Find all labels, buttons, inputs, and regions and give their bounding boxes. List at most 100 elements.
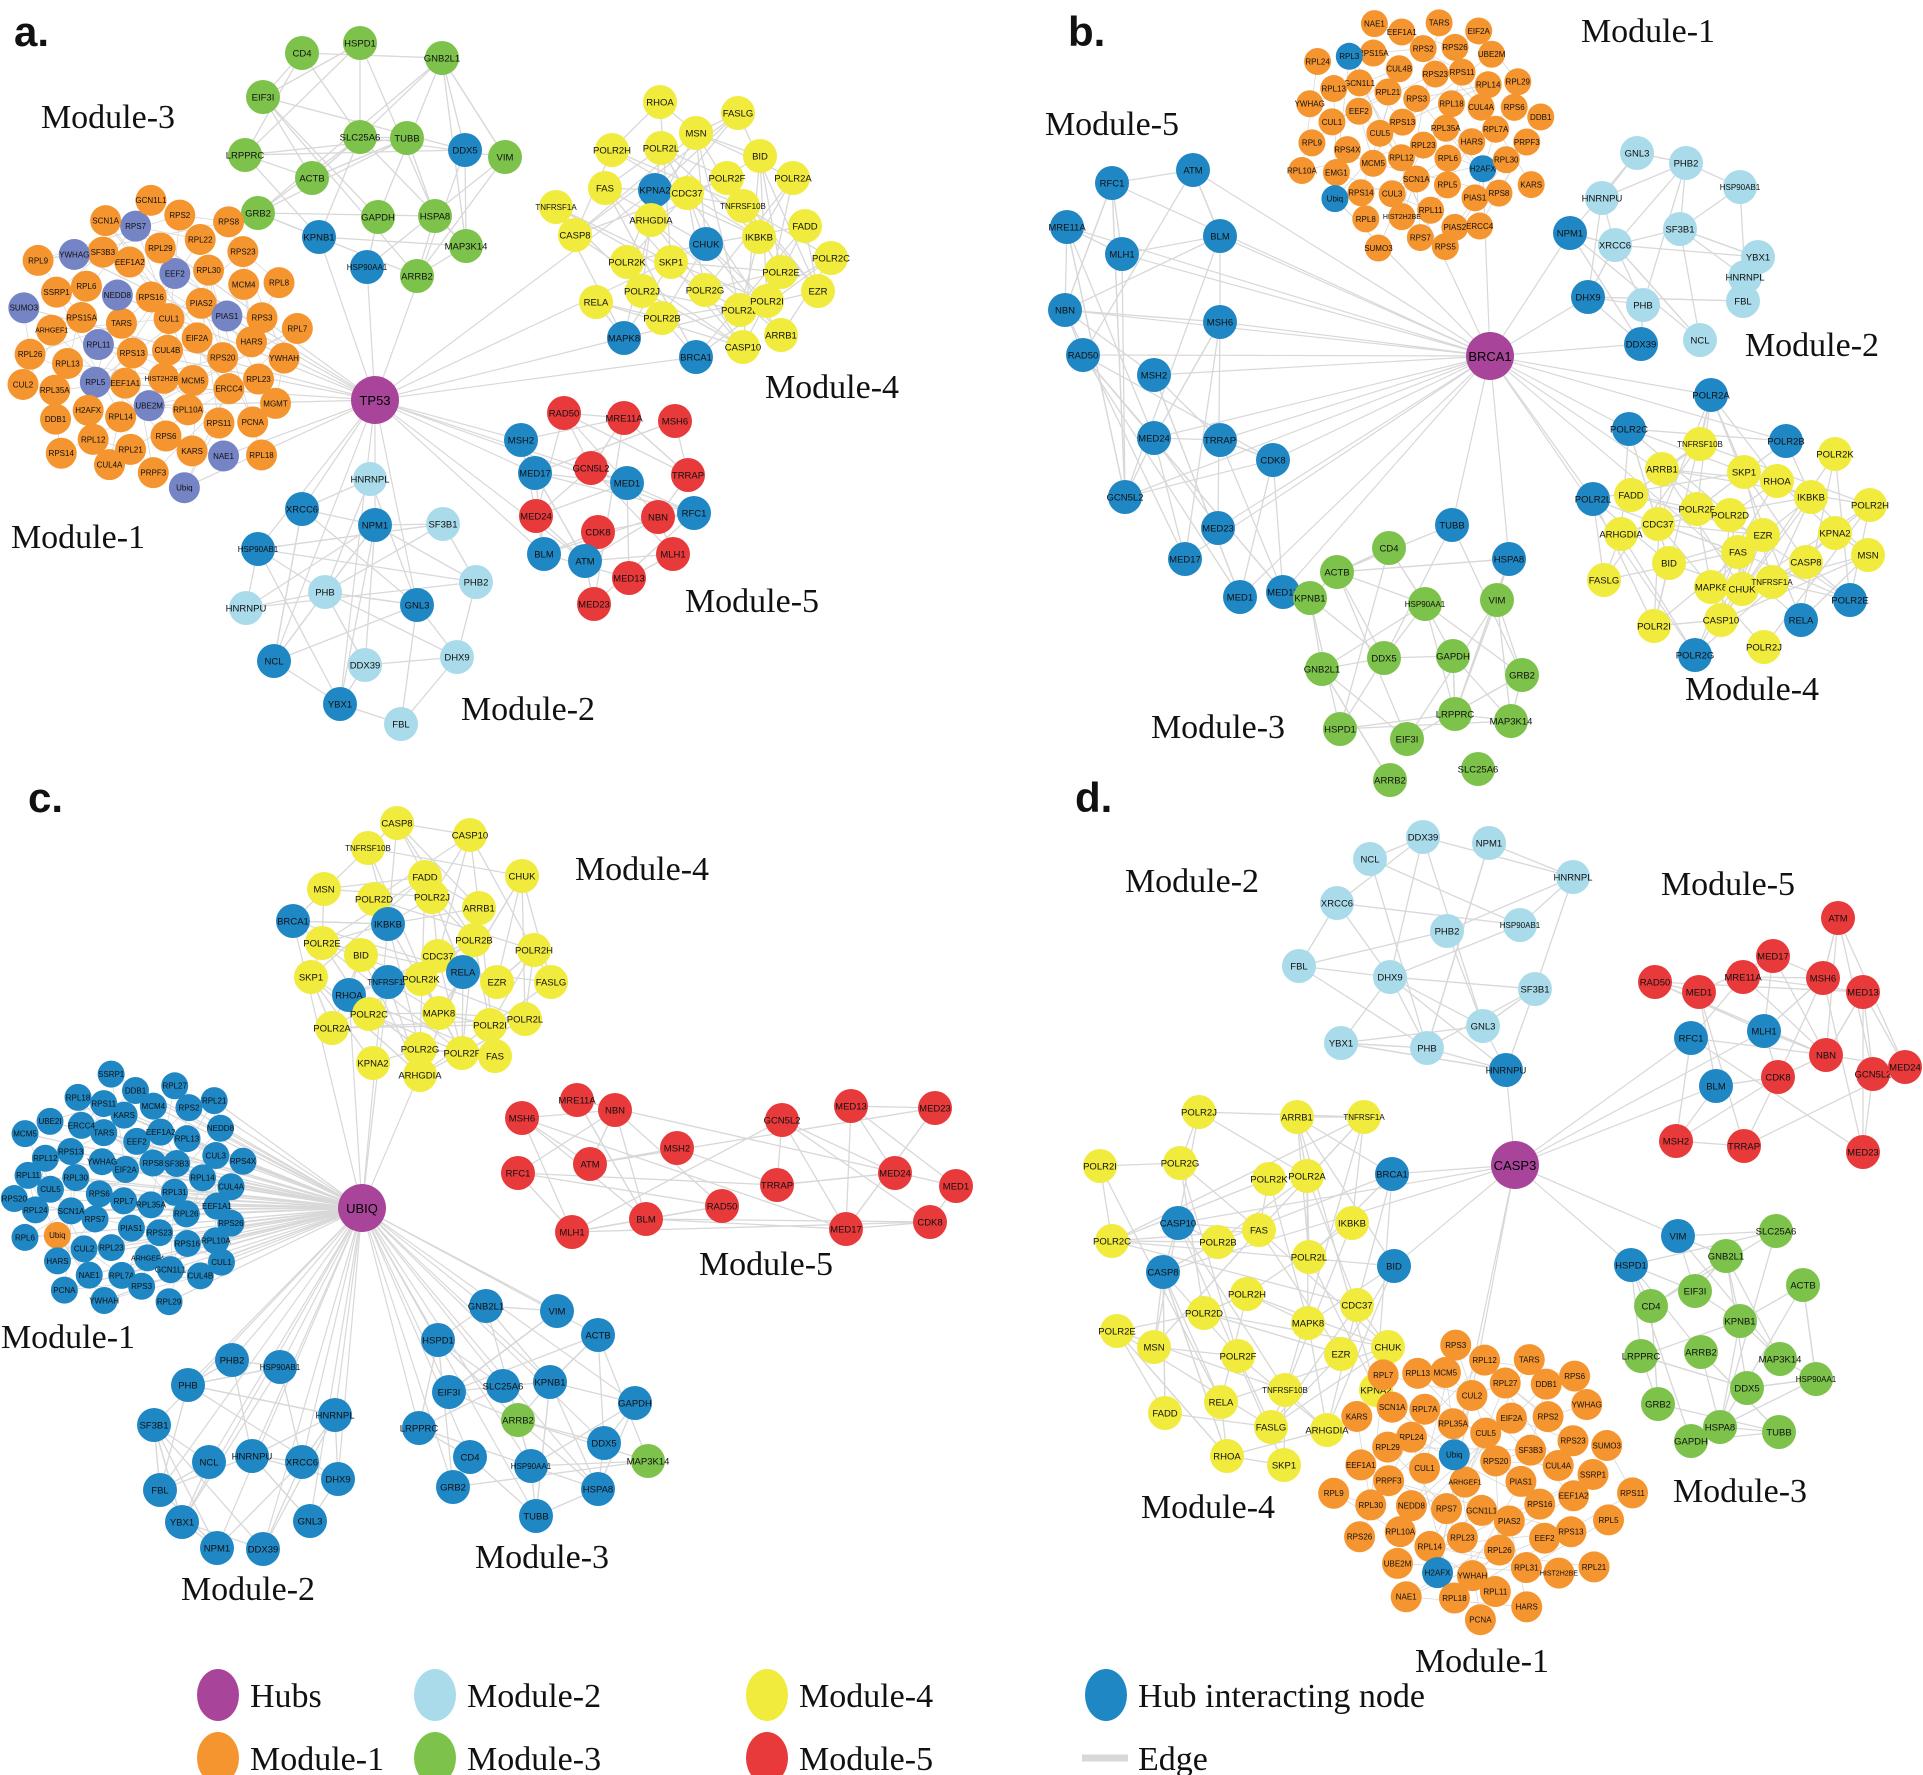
node-POLR2H (517, 933, 551, 967)
edge (448, 1310, 558, 1393)
node-EEF2 (1529, 1522, 1561, 1554)
node-CHUK (689, 227, 723, 261)
node-GCN1L1 (135, 184, 167, 216)
node-RAD50 (1638, 965, 1672, 999)
node-RPS20 (0, 1185, 28, 1213)
node-FASLG (1254, 1410, 1288, 1444)
node-CASP10 (453, 818, 487, 852)
node-RPS13 (116, 337, 148, 369)
edge (1153, 321, 1221, 439)
node-RPL7 (1367, 1359, 1399, 1391)
node-RPS13 (1389, 108, 1417, 136)
hub-edge (1219, 321, 1491, 357)
node-KARS (110, 1101, 138, 1129)
node-MED17 (1756, 939, 1790, 973)
edge (850, 1105, 957, 1187)
node-EIF2A (1495, 1402, 1527, 1434)
edge (1220, 1346, 1389, 1403)
hub-edge (361, 1207, 599, 1490)
edge (1657, 523, 1764, 536)
node-HSPD1 (1323, 712, 1357, 746)
node-CUL4A (217, 1173, 245, 1201)
legend-label-Module-1: Module-1 (250, 1741, 384, 1775)
node-RPL30 (1492, 146, 1520, 174)
node-POLR2A (776, 161, 810, 195)
node-EIF2A (1465, 17, 1493, 45)
node-ARHGDIA (403, 1058, 437, 1092)
edge (1424, 603, 1523, 676)
panel-letter-d: d. (1075, 774, 1112, 821)
legend-swatch-Module-1 (197, 1732, 239, 1775)
node-RPS2 (175, 1094, 203, 1122)
node-POLR2H (1853, 488, 1887, 522)
node-RPS3 (1440, 1329, 1472, 1361)
node-RPL5 (79, 366, 111, 398)
node-GCN5L2 (1108, 480, 1142, 514)
node-RPL8 (1352, 205, 1380, 233)
node-NCL (1353, 842, 1387, 876)
hub-edge (1489, 355, 1630, 430)
edge (1270, 1346, 1389, 1428)
node-HNRNPU (1489, 1053, 1523, 1087)
node-HIST2H2BE (1543, 1557, 1575, 1589)
hub-edge (257, 399, 376, 550)
edge (641, 290, 744, 348)
node-TNFRSF1A (1755, 565, 1789, 599)
module-label-d-Module-1: Module-1 (1415, 1643, 1549, 1680)
edge (1698, 991, 1745, 1147)
module-label-a-Module-5: Module-5 (685, 583, 819, 620)
edge (1454, 599, 1498, 715)
node-HSP90AB1 (241, 532, 275, 566)
node-RPS4X (1333, 136, 1361, 164)
node-HSPA8 (581, 1472, 615, 1506)
hub-node-BRCA1 (1466, 332, 1514, 380)
node-GNB2L1 (425, 41, 459, 75)
node-VIM (488, 140, 522, 174)
hub-edge (1489, 232, 1571, 357)
node-MED1 (1682, 975, 1716, 1009)
edge (324, 523, 444, 593)
node-EZR (801, 274, 835, 308)
node-RPL9 (1298, 129, 1326, 157)
node-NAE1 (208, 440, 240, 472)
hub-edge (1514, 1164, 1632, 1266)
node-RPL9 (22, 244, 54, 276)
hub-edge (361, 1207, 605, 1444)
node-DDX39 (246, 1532, 280, 1566)
node-POLR2D (357, 882, 391, 916)
hub-edge (337, 1207, 363, 1480)
node-Ubiq (1438, 1439, 1470, 1471)
node-SLC25A6 (1461, 752, 1495, 786)
node-RPL26 (1483, 1534, 1515, 1566)
node-ARRB2 (1373, 763, 1407, 797)
edge (1587, 296, 1744, 302)
node-POLR2E (1833, 583, 1867, 617)
node-MAP3K14 (1763, 1342, 1797, 1376)
node-GRB2 (241, 196, 275, 230)
edge (262, 96, 418, 277)
node-CUL4A (93, 449, 125, 481)
module-label-a-Module-1: Module-1 (11, 519, 145, 556)
node-GAPDH (618, 1386, 652, 1420)
node-RFC1 (501, 1156, 535, 1190)
node-RPS5 (1431, 233, 1459, 261)
node-GRB2 (436, 1470, 470, 1504)
hub-edge (361, 1207, 551, 1383)
hub-edge (279, 1207, 363, 1368)
node-RPL12 (1469, 1344, 1501, 1376)
legend-swatch-Hub interacting node (1085, 1669, 1127, 1721)
node-ARHGDIA (634, 203, 668, 237)
node-TNFRSF10B (726, 189, 760, 223)
node-TARS (1513, 1344, 1545, 1376)
node-EEF1A1 (109, 367, 141, 399)
edge (1677, 1235, 1781, 1360)
node-FAS (1721, 535, 1755, 569)
node-MED13 (1846, 975, 1880, 1009)
node-RPS11 (203, 407, 235, 439)
node-RPS26 (217, 1209, 245, 1237)
edge (1111, 1240, 1395, 1267)
edge (373, 898, 535, 951)
node-CD4 (285, 36, 319, 70)
node-DDX39 (348, 648, 382, 682)
